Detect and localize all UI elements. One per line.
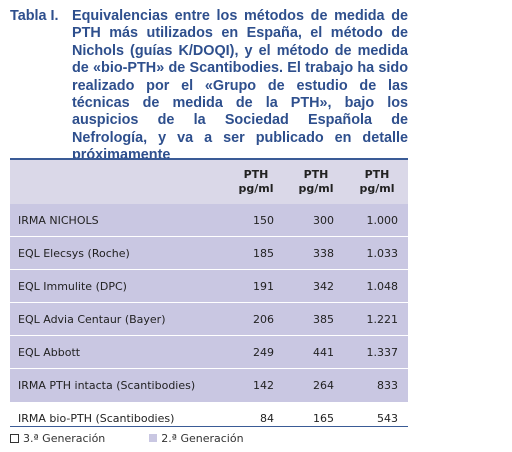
pth-value: 1.337 [346,335,408,369]
pth-value: 206 [226,302,286,336]
pth-value: 338 [286,236,346,270]
table-bottom-rule [10,426,408,427]
pth-value: 1.000 [346,204,408,237]
pth-value: 1.048 [346,269,408,303]
table-row: EQL Advia Centaur (Bayer) 206 385 1.221 [10,302,408,336]
pth-value: 185 [226,236,286,270]
pth-value: 1.033 [346,236,408,270]
pth-value: 385 [286,302,346,336]
pth-value: 84 [226,401,286,434]
table-label: Tabla I. [10,8,59,24]
pth-value: 249 [226,335,286,369]
legend-swatch-gen3 [10,433,19,443]
table-header-row: PTH pg/ml PTH pg/ml PTH pg/ml [10,160,408,204]
header-pth-2: PTH pg/ml [286,160,346,204]
legend: 3.ª Generación 2.ª Generación [10,430,244,446]
pth-value: 142 [226,368,286,402]
table-row: IRMA NICHOLS 150 300 1.000 [10,204,408,237]
table-top-rule [10,158,408,160]
legend-swatch-gen2 [149,434,158,442]
pth-value: 300 [286,204,346,237]
method-name: IRMA bio-PTH (Scantibodies) [10,401,226,434]
legend-label-gen2: 2.ª Generación [161,431,244,445]
header-pth-1-text: PTH pg/ml [238,168,274,195]
pth-equivalence-table: PTH pg/ml PTH pg/ml PTH pg/ml IRMA NICHOLS 1… [10,160,408,434]
method-name: EQL Elecsys (Roche) [10,236,226,270]
pth-value: 150 [226,204,286,237]
pth-value: 543 [346,401,408,434]
legend-label-gen3: 3.ª Generación [23,431,106,445]
header-pth-2-text: PTH pg/ml [298,168,334,195]
table-row: EQL Abbott 249 441 1.337 [10,335,408,369]
pth-value: 1.221 [346,302,408,336]
header-method [10,160,226,204]
legend-item-gen3: 3.ª Generación [10,432,105,445]
pth-value: 342 [286,269,346,303]
pth-value: 165 [286,401,346,434]
table-row: IRMA PTH intacta (Scantibodies) 142 264 833 [10,368,408,402]
table-title: Equivalencias entre los métodos de medid… [72,8,408,164]
header-pth-1: PTH pg/ml [226,160,286,204]
pth-value: 264 [286,368,346,402]
table-caption: Tabla I. Equivalencias entre los métodos… [10,8,408,165]
method-name: IRMA NICHOLS [10,204,226,237]
method-name: EQL Advia Centaur (Bayer) [10,302,226,336]
pth-value: 833 [346,368,408,402]
table-row: EQL Immulite (DPC) 191 342 1.048 [10,269,408,303]
method-name: EQL Abbott [10,335,226,369]
table-row: IRMA bio-PTH (Scantibodies) 84 165 543 [10,401,408,434]
method-name: IRMA PTH intacta (Scantibodies) [10,368,226,402]
table-row: EQL Elecsys (Roche) 185 338 1.033 [10,236,408,270]
legend-item-gen2: 2.ª Generación [149,431,244,445]
header-pth-3: PTH pg/ml [346,160,408,204]
header-pth-3-text: PTH pg/ml [359,168,395,195]
pth-value: 191 [226,269,286,303]
pth-value: 441 [286,335,346,369]
method-name: EQL Immulite (DPC) [10,269,226,303]
table-body: IRMA NICHOLS 150 300 1.000 EQL Elecsys (Roch… [10,204,408,434]
